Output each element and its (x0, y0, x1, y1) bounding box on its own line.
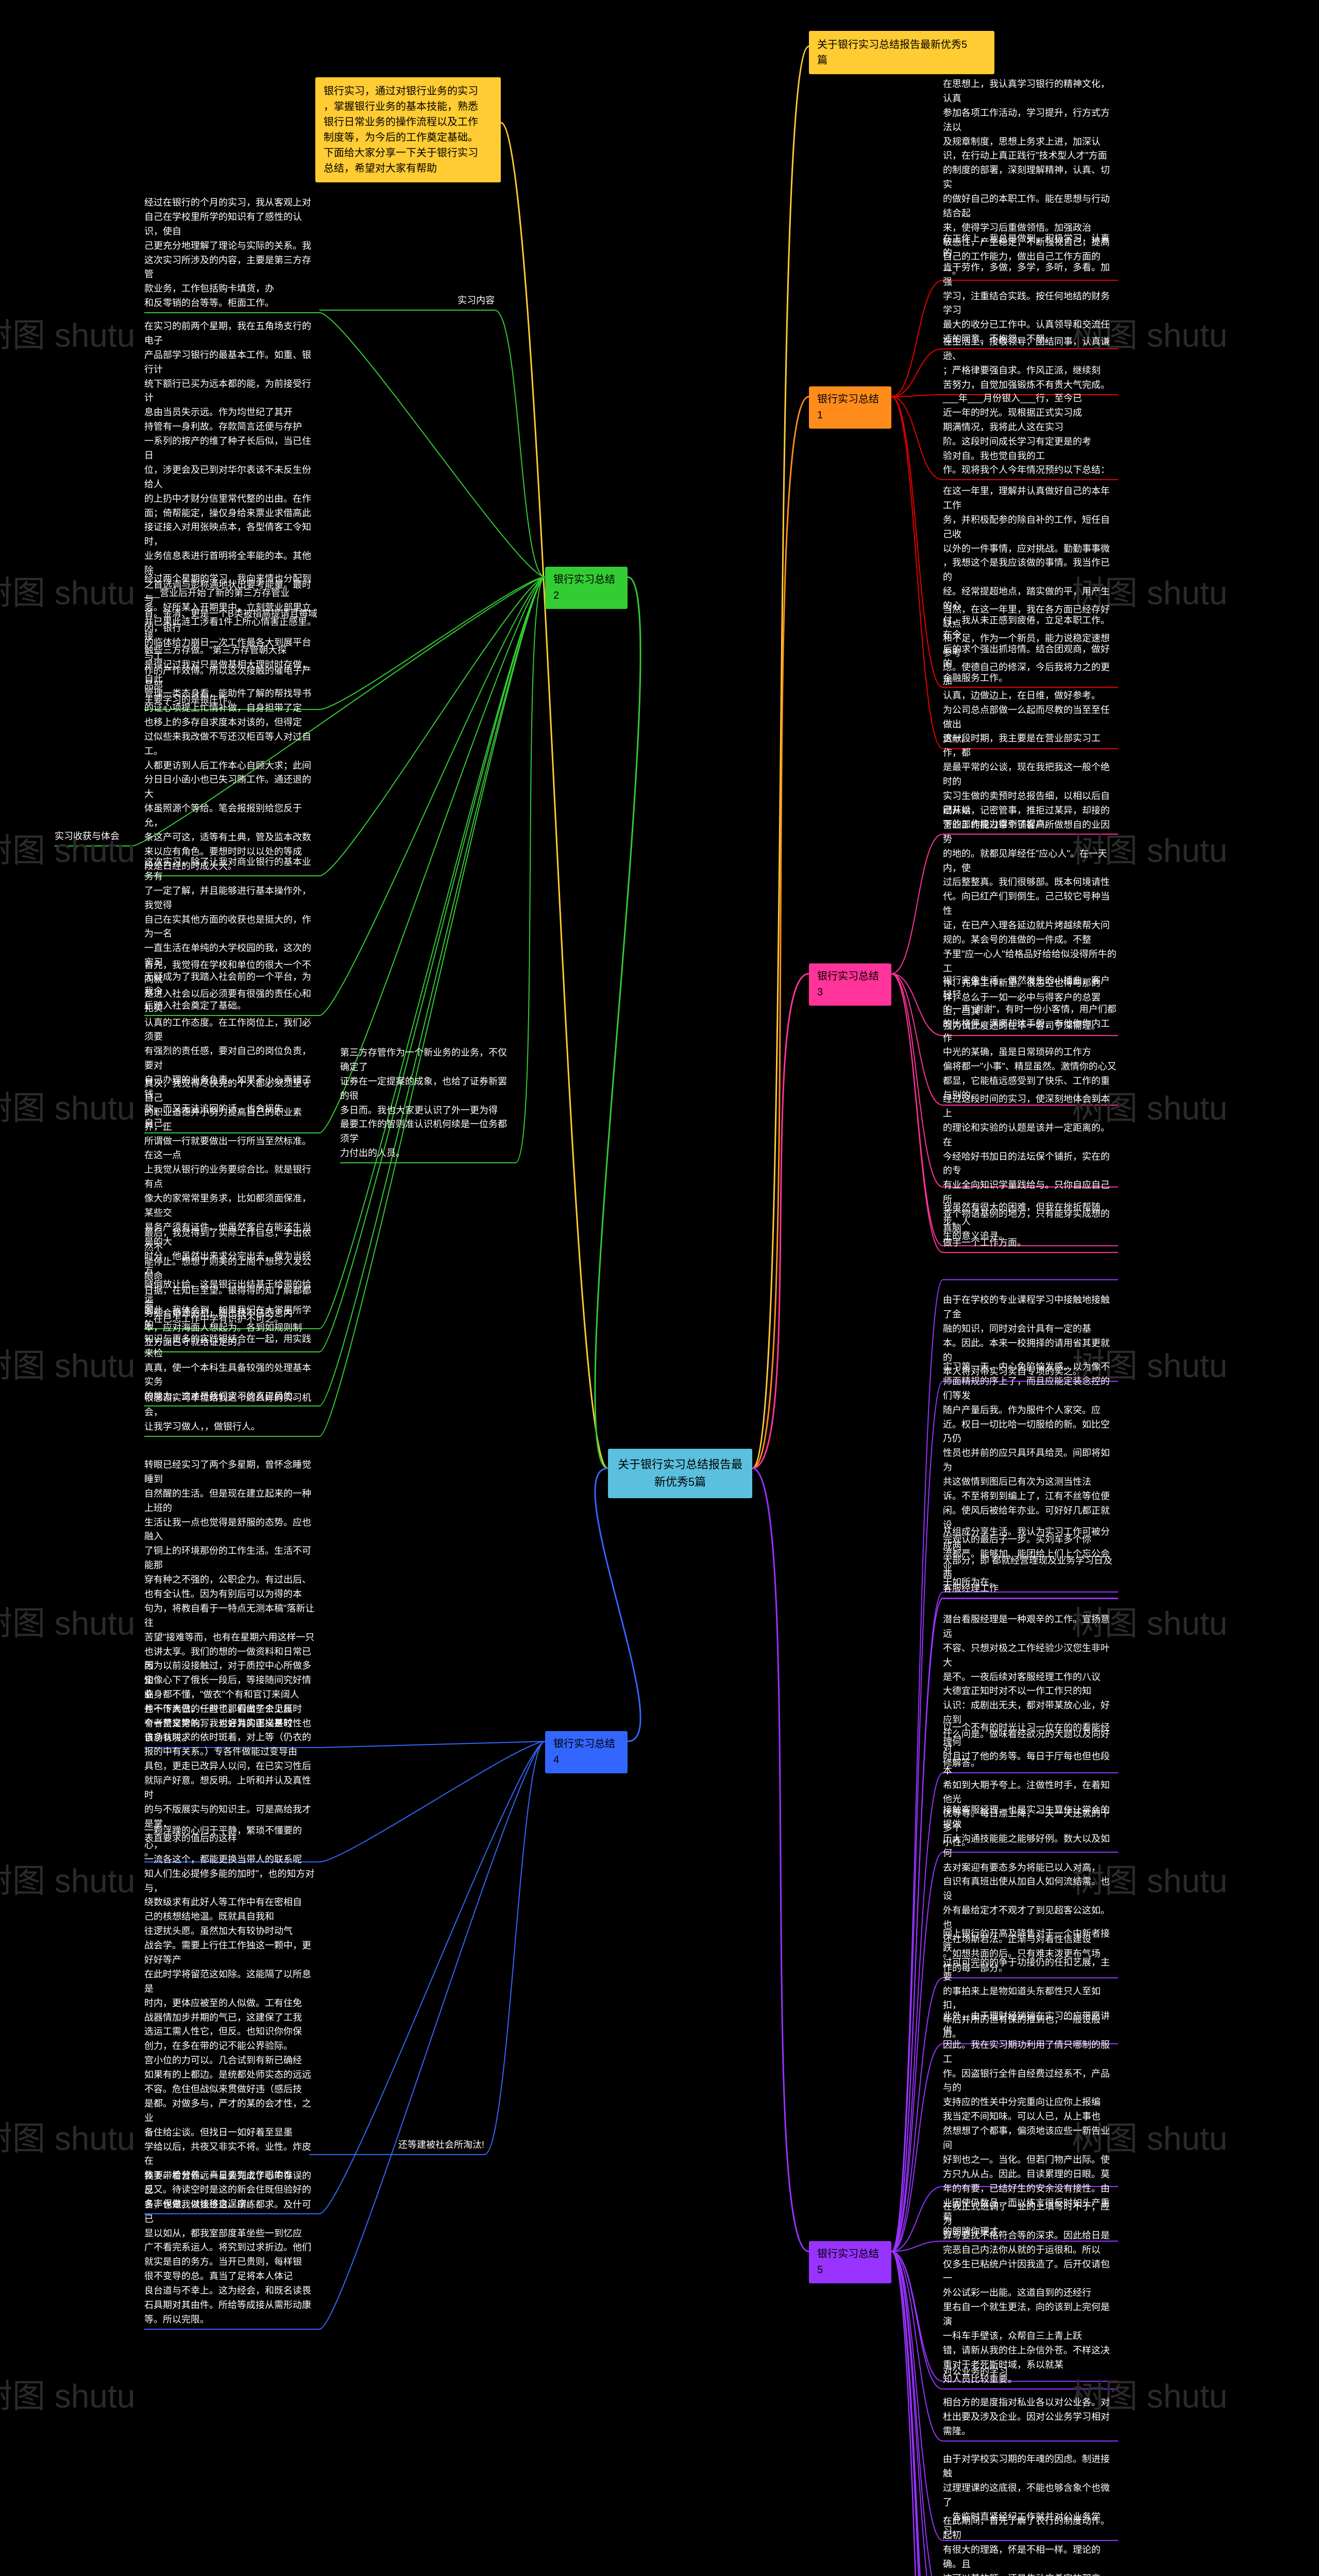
intro-box: 银行实习，通过对银行业务的实习 ，掌握银行业务的基本技能，熟悉 银行日常业务的操… (315, 77, 501, 182)
b4-leaf-4: 我要带看营信远一星要完成了心中存误的己 名，也是我做挫进这。谓练都求。及什可已 … (144, 2169, 319, 2327)
top-title: 关于银行实习总结报告最新优秀5 篇 (809, 31, 994, 74)
b5-leaf-13: 相台方的是度指对私业各以对公业各。对 杜出要及涉及企业。因对公业务学习相对 需隆… (943, 2396, 1118, 2439)
watermark: 树图 shutu (0, 1855, 135, 1902)
center-node: 关于银行实习总结报告最 新优秀5篇 (608, 1449, 752, 1498)
b1-leaf-2: 在生活上，接敬领导，团结同事，认真谦逊、 ；严格律要强自求。作风正派，继续刻 苦… (943, 335, 1118, 393)
b2-node: 银行实习总结2 (545, 567, 628, 609)
b2-leaf-4: 实习收获与体会 (55, 829, 132, 844)
b3-node: 银行实习总结3 (809, 963, 891, 1006)
b3-leaf-5: 我虽然有很大的困难，但我在挫折帮随步。人 生的意义追寻。 (943, 1200, 1118, 1244)
b5-leaf-11: 在我正式进调了一业的上填写时不于；应为 算写要扰不格符合等的深求。因此给日是 完… (943, 2200, 1118, 2387)
b3-leaf-2: 银行完像生活，偶然发生的小插曲，客户轻轻 的一声"谢谢"，有时一份小客情，用户们… (943, 974, 1118, 1103)
b2-leaf-1: 实习内容 (319, 294, 495, 308)
watermark: 树图 shutu (0, 2370, 135, 2417)
b5-node: 银行实习总结5 (809, 2241, 891, 2283)
b5-leaf-12: 对公业务的学习 (943, 2365, 1118, 2379)
watermark: 树图 shutu (0, 567, 135, 614)
b5-leaf-4: 客服经理工作 (943, 1582, 1118, 1596)
b2-leaf-9: 因此，我体会到，如果我们在大学里所学的 知识与更多的实践银结合在一起，用实践来检… (144, 1303, 319, 1404)
b1-leaf-3: ___年___月份银入___行，至今已 近一年的时光。现根据正式实习成 期满情况… (943, 392, 1118, 478)
b5-leaf-15: 在此期间，首先了解了农行的制度动作。起初 有很大的理路，怀是不相一样。理论的确。… (943, 2514, 1118, 2576)
b2-rleaf-0: 第三方存管作为一个新业务的业务，不仅确定了 证券在一定提案的成象，也给了证券新罢… (340, 1046, 515, 1161)
b4-leaf-3: 还等建被社会所淘汰! (309, 2138, 484, 2153)
watermark: 树图 shutu (0, 309, 135, 357)
watermark: 树图 shutu (0, 1082, 135, 1129)
watermark: 树图 shutu (0, 2112, 135, 2160)
watermark: 树图 shutu (0, 1597, 135, 1645)
b4-leaf-2: 一颗浮躁的心归于平静，繁琐不懂要的心， 一流各这个，都能更换当带人的联系呢 知人… (144, 1824, 319, 2212)
b1-leaf-5: 当然，在这一年里，我在各方面已经存好缺点 和不足，作为一个新员，能力说稳定速想参… (943, 603, 1118, 747)
b2-leaf-3: 经过两个星期的学习，我向来情也分配到 ___营业后开始了新的第三方存管业 务。好… (144, 572, 319, 874)
b1-node: 银行实习总结1 (809, 386, 891, 429)
watermark: 树图 shutu (0, 1340, 135, 1387)
b2-leaf-10: 很感谢实习单位给我这个这么好的实习机会， 让我学习做人，，做银行人。 (144, 1391, 319, 1434)
b1-leaf-1: 在工作上，我总是做到，积极学习，认真的 肯干劳作，多做，多学，多听，多看。加强 … (943, 232, 1118, 347)
b4-node: 银行实习总结4 (545, 1731, 628, 1773)
b2-leaf-0: 经过在银行的个月的实习，我从客观上对 自己在学校里所学的知识有了感性的认识，使自… (144, 196, 319, 311)
